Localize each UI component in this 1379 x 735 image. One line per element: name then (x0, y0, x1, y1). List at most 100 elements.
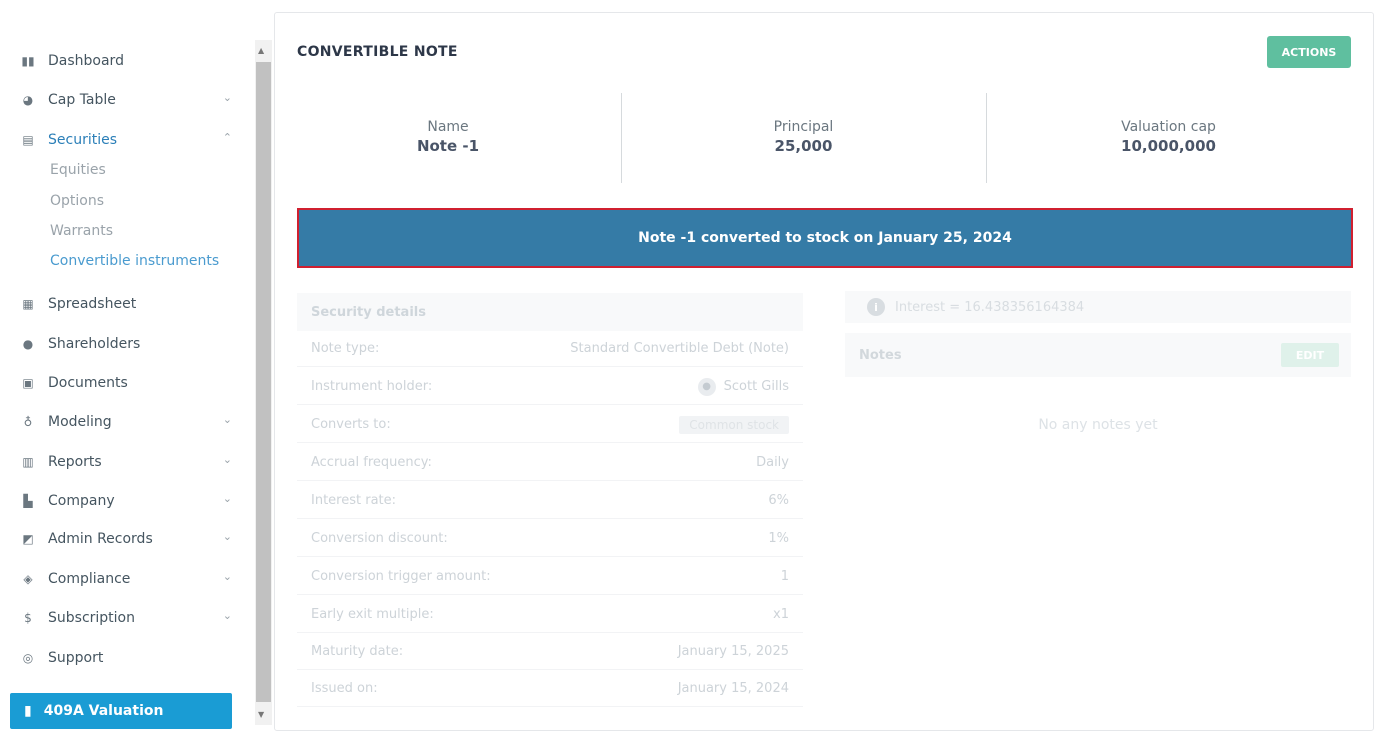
chevron-down-icon: ⌄ (222, 530, 232, 543)
detail-row: Conversion trigger amount: 1 (297, 559, 803, 595)
detail-value: Scott Gills (723, 379, 789, 394)
notes-title: Notes (859, 347, 902, 363)
divider (621, 93, 622, 183)
sidebar-scrollbar[interactable]: ▲ ▼ (255, 40, 272, 725)
detail-label: Conversion trigger amount: (311, 569, 491, 584)
document-icon: ▮ (24, 703, 32, 719)
pie-chart-icon: ◕ (22, 93, 34, 107)
sidebar-item-modeling[interactable]: ♁ Modeling ⌄ (20, 411, 240, 433)
detail-label: Maturity date: (311, 644, 404, 659)
sidebar-subitem-equities[interactable]: Equities (50, 162, 106, 178)
chevron-down-icon: ⌄ (222, 609, 232, 622)
actions-button[interactable]: ACTIONS (1267, 36, 1351, 68)
report-icon: ▥ (22, 455, 34, 469)
sidebar-item-label: Dashboard (48, 53, 124, 69)
summary-value: 10,000,000 (1121, 137, 1216, 155)
summary-valuation-cap: Valuation cap 10,000,000 (986, 93, 1351, 183)
detail-value: January 15, 2024 (677, 681, 789, 696)
interest-info: i Interest = 16.438356164384 (845, 291, 1351, 323)
converts-to-badge: Common stock (679, 415, 789, 434)
sidebar-subitem-convertible-instruments[interactable]: Convertible instruments (50, 253, 220, 269)
scroll-up-icon[interactable]: ▲ (258, 46, 265, 55)
409a-valuation-button[interactable]: ▮ 409A Valuation (10, 693, 232, 729)
summary-label: Principal (773, 119, 834, 135)
support-icon: ◎ (22, 651, 34, 665)
sidebar-item-label: Company (48, 493, 115, 509)
page-title: CONVERTIBLE NOTE (297, 44, 458, 60)
info-icon: i (867, 298, 885, 316)
detail-row: Maturity date: January 15, 2025 (297, 634, 803, 670)
detail-label: Converts to: (311, 417, 391, 432)
summary-principal: Principal 25,000 (621, 93, 986, 183)
sidebar-item-label: Modeling (48, 414, 112, 430)
chevron-down-icon: ⌄ (222, 492, 232, 505)
convertible-note-card: CONVERTIBLE NOTE ACTIONS Name Note -1 Pr… (274, 12, 1374, 731)
sidebar-item-spreadsheet[interactable]: ▦ Spreadsheet (20, 293, 240, 315)
sidebar-item-reports[interactable]: ▥ Reports ⌄ (20, 451, 240, 473)
edit-notes-button[interactable]: EDIT (1281, 343, 1339, 367)
detail-label: Early exit multiple: (311, 607, 434, 622)
sidebar-item-label: Compliance (48, 571, 131, 587)
chevron-up-icon: ⌃ (222, 131, 232, 144)
security-details-panel: Security details Note type: Standard Con… (297, 293, 803, 707)
dashboard-icon: ▮▮ (21, 54, 35, 68)
folder-icon: ▣ (22, 376, 34, 390)
interest-text: Interest = 16.438356164384 (895, 299, 1085, 315)
sidebar-item-shareholders[interactable]: ● Shareholders (20, 333, 240, 355)
detail-value: 1% (768, 531, 789, 546)
scroll-down-icon[interactable]: ▼ (258, 710, 265, 719)
detail-label: Instrument holder: (311, 379, 433, 394)
sidebar-item-admin-records[interactable]: ◩ Admin Records ⌄ (20, 528, 240, 550)
detail-row: Accrual frequency: Daily (297, 445, 803, 481)
sidebar-item-label: Support (48, 650, 104, 666)
sidebar-item-label: Shareholders (48, 336, 141, 352)
summary-label: Name (427, 119, 469, 135)
summary-value: Note -1 (416, 137, 480, 155)
detail-row: Converts to: Common stock (297, 407, 803, 443)
detail-value: 6% (768, 493, 789, 508)
sidebar-item-cap-table[interactable]: ◕ Cap Table ⌄ (20, 89, 240, 111)
sidebar-item-subscription[interactable]: $ Subscription ⌄ (20, 607, 240, 629)
detail-label: Issued on: (311, 681, 378, 696)
conversion-banner: Note -1 converted to stock on January 25… (297, 208, 1353, 268)
sidebar-item-compliance[interactable]: ◈ Compliance ⌄ (20, 568, 240, 590)
sidebar-item-company[interactable]: ▙ Company ⌄ (20, 490, 240, 512)
sidebar-subitem-options[interactable]: Options (50, 193, 105, 209)
chevron-down-icon: ⌄ (222, 453, 232, 466)
valuation-label: 409A Valuation (43, 703, 164, 719)
notes-empty-text: No any notes yet (1038, 417, 1158, 433)
detail-row: Early exit multiple: x1 (297, 597, 803, 633)
sidebar-item-dashboard[interactable]: ▮▮ Dashboard (20, 50, 240, 72)
building-icon: ▙ (23, 494, 33, 508)
instrument-holder[interactable]: ● Scott Gills (697, 377, 789, 396)
chevron-down-icon: ⌄ (222, 91, 232, 104)
detail-value: 1 (780, 569, 789, 584)
sidebar-item-label: Subscription (48, 610, 135, 626)
lightbulb-icon: ♁ (23, 415, 33, 429)
sidebar-item-label: Cap Table (48, 92, 116, 108)
detail-label: Note type: (311, 341, 380, 356)
chevron-down-icon: ⌄ (222, 413, 232, 426)
sidebar-item-label: Securities (48, 132, 118, 148)
scrollbar-thumb[interactable] (256, 62, 271, 702)
admin-records-icon: ◩ (22, 532, 34, 546)
notes-header: Notes EDIT (845, 333, 1351, 377)
detail-value: January 15, 2025 (677, 644, 789, 659)
sidebar-item-support[interactable]: ◎ Support (20, 647, 240, 669)
sidebar-item-label: Admin Records (48, 531, 153, 547)
detail-row: Interest rate: 6% (297, 483, 803, 519)
detail-label: Interest rate: (311, 493, 397, 508)
detail-row: Issued on: January 15, 2024 (297, 671, 803, 707)
sidebar-item-label: Documents (48, 375, 128, 391)
sidebar-item-documents[interactable]: ▣ Documents (20, 372, 240, 394)
sidebar-subitem-warrants[interactable]: Warrants (50, 223, 114, 239)
sidebar-item-securities[interactable]: ▤ Securities ⌃ (20, 129, 240, 151)
security-details-header: Security details (297, 293, 803, 331)
detail-label: Accrual frequency: (311, 455, 432, 470)
detail-row: Conversion discount: 1% (297, 521, 803, 557)
sidebar: ▮▮ Dashboard ◕ Cap Table ⌄ ▤ Securities … (0, 0, 255, 735)
summary-name: Name Note -1 (275, 93, 621, 183)
sidebar-item-label: Reports (48, 454, 102, 470)
shield-check-icon: ◈ (23, 572, 33, 586)
detail-value: x1 (773, 607, 789, 622)
